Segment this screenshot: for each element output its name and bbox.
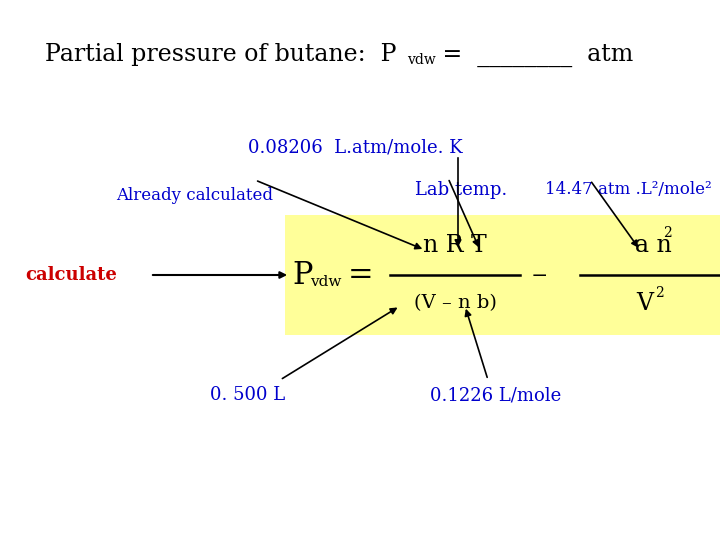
Text: 2: 2 [655,286,664,300]
Text: Already calculated: Already calculated [117,186,274,204]
Text: 2: 2 [663,226,672,240]
Text: V: V [636,292,654,314]
Bar [285,215,720,335]
Text: –: – [532,260,547,291]
Text: a n: a n [635,233,672,256]
Text: =: = [348,260,374,291]
Text: vdw: vdw [310,275,341,289]
Text: n R T: n R T [423,233,487,256]
Text: =  ________  atm: = ________ atm [435,43,634,66]
Text: 0. 500 L: 0. 500 L [210,386,285,404]
Text: calculate: calculate [25,266,117,284]
Text: Lab temp.: Lab temp. [415,181,508,199]
Text: Partial pressure of butane:  P: Partial pressure of butane: P [45,44,397,66]
Text: 0.08206  L.atm/mole. K: 0.08206 L.atm/mole. K [248,139,462,157]
Text: vdw: vdw [407,53,436,67]
Text: 0.1226 L/mole: 0.1226 L/mole [430,386,562,404]
Text: (V – n b): (V – n b) [413,294,496,312]
Text: P: P [292,260,312,291]
Text: 14.47 atm .L²/mole²: 14.47 atm .L²/mole² [545,181,711,199]
